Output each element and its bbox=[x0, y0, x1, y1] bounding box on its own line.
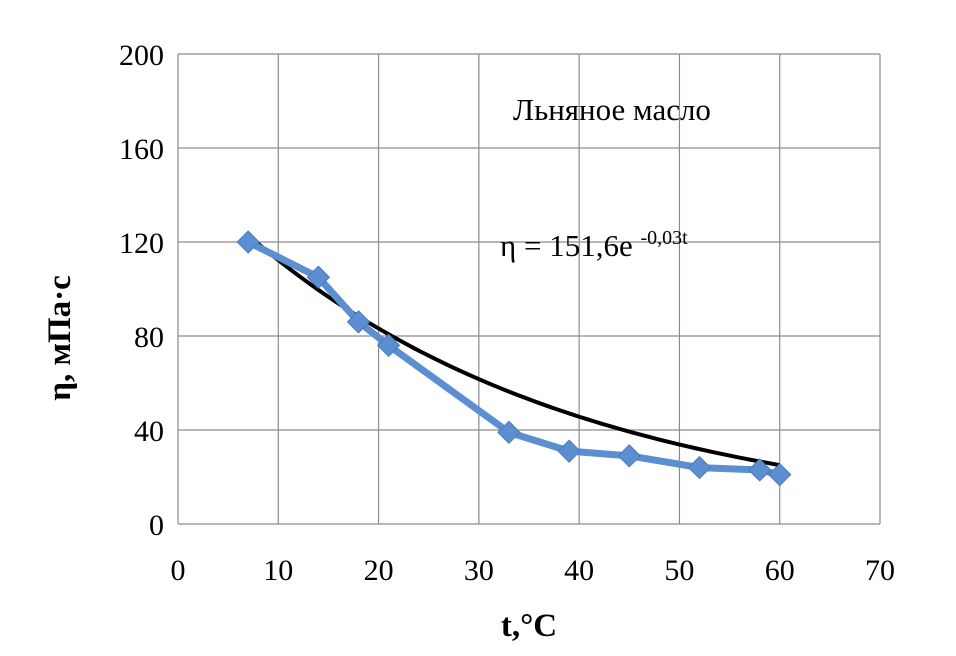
data-point bbox=[617, 444, 641, 468]
equation-exponent: -0,03t bbox=[640, 227, 688, 249]
data-point bbox=[236, 230, 260, 254]
data-point bbox=[497, 420, 521, 445]
x-tick-label: 60 bbox=[765, 554, 795, 587]
y-tick-label: 0 bbox=[149, 509, 164, 542]
x-tick-label: 20 bbox=[364, 554, 394, 587]
x-tick-label: 0 bbox=[171, 554, 186, 587]
series-annotation: Льняное масло bbox=[513, 92, 711, 127]
y-tick-label: 200 bbox=[119, 39, 164, 72]
data-point bbox=[768, 462, 792, 487]
y-axis-title: η, мПа·с bbox=[42, 275, 78, 401]
y-tick-label: 80 bbox=[134, 321, 164, 354]
tick-labels: 0 10 20 30 40 50 60 70 0 40 80 120 160 200 bbox=[119, 39, 895, 587]
data-point bbox=[557, 439, 581, 463]
equation-main: η = 151,6e bbox=[500, 228, 633, 263]
x-tick-label: 40 bbox=[564, 554, 594, 587]
x-tick-label: 70 bbox=[865, 554, 895, 587]
data-point bbox=[376, 333, 401, 358]
data-series-layer bbox=[236, 230, 792, 487]
x-axis-title: t,°C bbox=[501, 608, 557, 644]
x-tick-label: 30 bbox=[464, 554, 494, 587]
data-point bbox=[346, 310, 371, 334]
y-tick-label: 120 bbox=[119, 227, 164, 260]
y-tick-label: 40 bbox=[134, 415, 164, 448]
data-point bbox=[306, 265, 331, 289]
x-tick-label: 10 bbox=[263, 554, 293, 587]
data-point bbox=[687, 455, 712, 480]
y-tick-label: 160 bbox=[119, 133, 164, 166]
data-point bbox=[747, 458, 772, 482]
equation-annotation: η = 151,6e -0,03t bbox=[500, 227, 688, 263]
data-series-line bbox=[244, 238, 784, 479]
grid bbox=[177, 53, 881, 525]
x-tick-label: 50 bbox=[664, 554, 694, 587]
